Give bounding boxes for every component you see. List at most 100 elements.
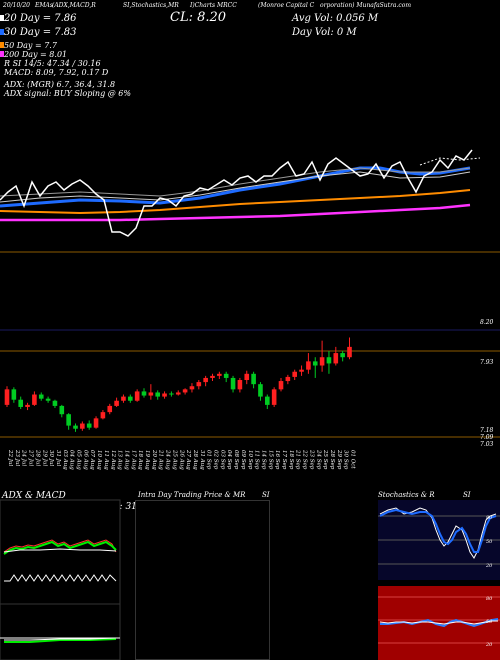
candle-body — [196, 382, 202, 387]
date-label: 03 Aug — [62, 450, 68, 470]
date-label: 30 Sep — [343, 450, 349, 470]
candle-body — [312, 361, 318, 366]
candle-body — [162, 393, 167, 397]
date-label: 03 Sep — [219, 450, 225, 470]
candle-body — [292, 371, 297, 377]
candle-body — [38, 394, 44, 399]
candle-body — [299, 369, 304, 372]
candle-body — [114, 400, 119, 406]
date-label: 18 Aug — [137, 450, 143, 470]
candle-body — [148, 392, 154, 396]
stoch-panel-title-si: SI — [463, 491, 471, 499]
header-indicators: (ADX,MACD,R — [52, 2, 96, 9]
price-line — [0, 149, 473, 237]
candle-body — [251, 373, 256, 385]
candle-body — [278, 381, 284, 390]
adx-panel-title: ADX & MACD — [2, 491, 66, 501]
stoch-axis-80: 80 — [486, 515, 493, 521]
date-label: 28 Aug — [192, 449, 198, 470]
date-label: 26 Aug — [178, 449, 184, 470]
candle-body — [121, 396, 126, 401]
close-label: CL: 8.20 — [170, 10, 227, 25]
ema20-line — [0, 171, 471, 203]
candle-body — [73, 425, 78, 429]
candle-body — [18, 399, 23, 407]
candle-body — [25, 404, 30, 407]
adx-line: ADX: (MGR) 6.7, 36.4, 31.8 — [4, 80, 116, 89]
date-label: 29 Sep — [336, 449, 342, 470]
date-label: 14 Sep — [260, 450, 266, 470]
date-label: 02 Sep — [213, 450, 219, 470]
date-label: 16 Sep — [274, 450, 280, 470]
header-emas: EMAs — [35, 2, 53, 9]
rsi-axis-50: 50 — [486, 619, 493, 625]
intraday-panel-title: Intra Day Trading Price & MR — [138, 491, 246, 499]
ema20-label: 20 Day = 7.86 — [4, 13, 77, 24]
main-price-chart: 8.20 7.93 7.18 7.09 7.03 22 Jul 23 Jul 24 … — [0, 149, 500, 470]
ema-aux-line — [0, 167, 471, 197]
candle-body — [155, 392, 160, 397]
date-label: 23 Jul — [14, 449, 20, 466]
macd-line — [4, 638, 117, 643]
ema50-swatch — [0, 42, 4, 48]
candle-body — [86, 423, 92, 428]
candle-body — [189, 386, 195, 390]
candle-body — [244, 373, 250, 381]
date-label: 21 Aug — [158, 449, 164, 470]
candle-body — [340, 353, 345, 358]
candle-body — [11, 389, 17, 400]
date-label: 17 Aug — [130, 450, 136, 470]
plus-di-line — [3, 540, 117, 555]
candle-body — [128, 396, 133, 401]
ema200-label: 200 Day = 8.01 — [4, 50, 68, 59]
stoch-panel-title: Stochastics & R — [378, 491, 435, 499]
adx-line — [3, 548, 117, 553]
candle-body — [210, 375, 215, 378]
ema30-line — [0, 166, 471, 208]
candle-body — [134, 391, 140, 401]
date-label: 24 Aug — [165, 449, 171, 470]
intraday-panel-title-si: SI — [262, 491, 270, 499]
candle-body — [230, 377, 236, 390]
date-label: 08 Sep — [233, 450, 239, 470]
candle-body — [141, 391, 147, 396]
ema50-line — [0, 189, 471, 215]
candle-body — [169, 393, 174, 395]
rsi-axis-20: 20 — [485, 642, 493, 648]
ema200-swatch — [0, 51, 4, 57]
date-label: 06 Aug — [82, 450, 88, 470]
candle-body — [265, 396, 270, 405]
rsi-line: R SI 14/5: 47.34 / 30.16 — [4, 59, 101, 68]
candle-body — [93, 418, 99, 428]
date-label: 19 Aug — [144, 450, 150, 470]
date-label: 09 Sep — [240, 450, 246, 470]
date-label: 04 Sep — [226, 450, 232, 470]
macd-line: MACD: 8.09, 7.92, 0.17 D — [4, 68, 109, 77]
price-axis-label: 8.20 — [480, 319, 494, 326]
day-vol-label: Day Vol: 0 M — [292, 27, 357, 38]
candle-body — [237, 380, 243, 390]
macd-signal-line — [4, 637, 117, 641]
ema30-swatch — [0, 29, 4, 35]
date-label: 23 Sep — [308, 449, 314, 470]
date-label: 28 Jul — [34, 449, 40, 466]
date-label: 07 Aug — [89, 450, 95, 470]
date-label: 30 Jul — [48, 450, 54, 466]
stoch-axis-20: 20 — [485, 563, 493, 569]
ema20-swatch — [0, 15, 4, 21]
price-axis-label: 7.03 — [480, 441, 494, 448]
header-indicators-2: SI,Stochastics,MR — [123, 2, 179, 9]
adx-macd-panel — [0, 499, 121, 660]
date-label: 17 Sep — [281, 450, 287, 470]
date-label: 15 Sep — [267, 450, 273, 470]
price-axis-label: 7.09 — [480, 434, 494, 441]
date-label: 28 Sep — [329, 449, 335, 470]
date-label: 11 Aug — [103, 450, 109, 470]
date-label: 11 Sep — [254, 450, 260, 470]
candle-body — [258, 384, 263, 397]
candle-body — [175, 392, 181, 395]
date-label: 18 Sep — [288, 450, 294, 470]
date-label: 12 Aug — [110, 450, 116, 470]
price-axis-label: 7.93 — [480, 359, 494, 366]
candle-body — [217, 373, 222, 376]
